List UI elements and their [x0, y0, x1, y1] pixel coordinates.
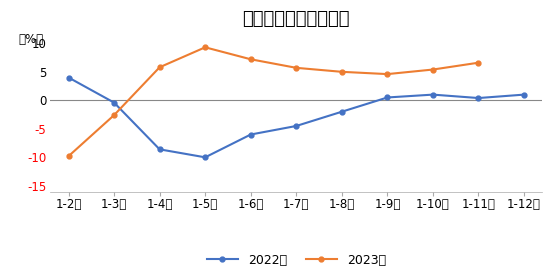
- 2022年: [338, 110, 345, 113]
- 2022年: [65, 76, 72, 79]
- 2023年: [111, 114, 117, 117]
- 2022年: [293, 124, 300, 128]
- 2023年: [475, 61, 482, 64]
- 2022年: [429, 93, 436, 96]
- 2022年: [384, 96, 391, 99]
- 2023年: [384, 73, 391, 76]
- 2023年: [157, 66, 163, 69]
- 2023年: [338, 70, 345, 73]
- 2022年: [111, 101, 117, 104]
- 2022年: [520, 93, 527, 96]
- 2023年: [429, 68, 436, 71]
- Line: 2022年: 2022年: [66, 75, 527, 160]
- 2023年: [248, 58, 254, 61]
- 2022年: [248, 133, 254, 136]
- Title: 汽车类零售额累计增速: 汽车类零售额累计增速: [243, 10, 350, 28]
- 2022年: [157, 148, 163, 151]
- 2023年: [65, 155, 72, 158]
- Text: （%）: （%）: [18, 33, 44, 46]
- Legend: 2022年, 2023年: 2022年, 2023年: [202, 249, 391, 266]
- 2023年: [293, 66, 300, 69]
- Line: 2023年: 2023年: [66, 45, 481, 159]
- 2022年: [202, 156, 209, 159]
- 2023年: [202, 46, 209, 49]
- 2022年: [475, 97, 482, 100]
